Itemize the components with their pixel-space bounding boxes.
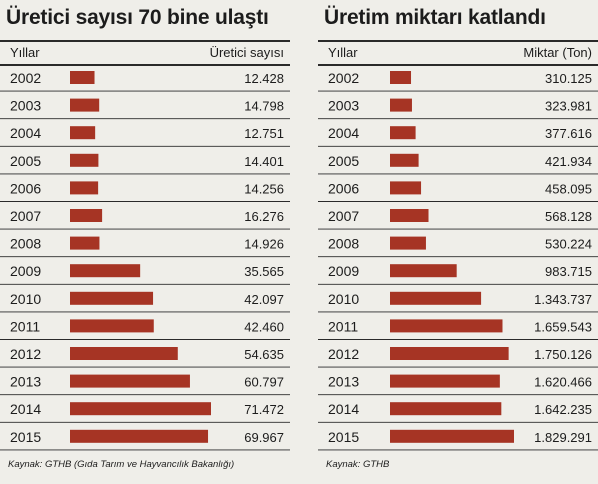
value-label: 1.343.737 — [534, 292, 592, 307]
bar-2015 — [70, 429, 209, 443]
year-label: 2015 — [328, 429, 359, 445]
value-label: 421.934 — [545, 154, 592, 169]
year-label: 2002 — [328, 70, 359, 86]
year-label: 2011 — [10, 318, 40, 334]
year-label: 2005 — [10, 153, 41, 169]
value-label: 1.659.543 — [534, 319, 592, 334]
value-label: 530.224 — [545, 237, 592, 252]
value-label: 568.128 — [545, 209, 592, 224]
year-label: 2015 — [10, 429, 41, 445]
bar-2005 — [390, 153, 419, 167]
year-label: 2013 — [328, 374, 359, 390]
value-label: 14.401 — [244, 154, 284, 169]
year-label: 2008 — [328, 236, 359, 252]
value-label: 14.256 — [244, 181, 284, 196]
value-label: 1.620.466 — [534, 375, 592, 390]
bar-2011 — [390, 319, 503, 333]
bar-2008 — [70, 236, 100, 250]
value-label: 35.565 — [244, 264, 284, 279]
year-label: 2003 — [328, 98, 359, 114]
bar-2013 — [70, 374, 190, 388]
value-label: 42.097 — [244, 292, 284, 307]
chart-title: Üretim miktarı katlandı — [324, 6, 546, 29]
year-label: 2013 — [10, 374, 41, 390]
year-label: 2008 — [10, 236, 41, 252]
header-amount-tons: Miktar (Ton) — [523, 45, 592, 60]
value-label: 12.751 — [244, 126, 284, 141]
bar-2010 — [70, 291, 154, 305]
source-note: Kaynak: GTHB (Gıda Tarım ve Hayvancılık … — [8, 459, 235, 470]
year-label: 2006 — [10, 180, 41, 196]
year-label: 2005 — [328, 153, 359, 169]
production-amount-panel: Üretim miktarı katlandı Yıllar Miktar (T… — [318, 0, 598, 484]
value-label: 71.472 — [244, 402, 284, 417]
year-label: 2002 — [10, 70, 41, 86]
bar-2015 — [390, 429, 514, 443]
value-label: 16.276 — [244, 209, 284, 224]
value-label: 1.750.126 — [534, 347, 592, 362]
year-label: 2009 — [328, 263, 359, 279]
value-label: 458.095 — [545, 181, 592, 196]
table-header: Yıllar Üretici sayısı — [0, 40, 290, 66]
header-years: Yıllar — [10, 45, 40, 60]
year-label: 2010 — [10, 291, 41, 307]
year-label: 2007 — [10, 208, 41, 224]
value-label: 42.460 — [244, 319, 284, 334]
year-label: 2014 — [328, 401, 359, 417]
bar-2014 — [70, 402, 211, 416]
bar-2012 — [390, 347, 509, 360]
bar-2002 — [70, 71, 95, 84]
year-label: 2012 — [10, 346, 41, 362]
value-label: 310.125 — [545, 71, 592, 86]
production-amount-bars: 2002 310.125 2003 323.981 2004 377.616 2005 421… — [318, 70, 598, 451]
year-label: 2004 — [328, 125, 359, 141]
year-label: 2007 — [328, 208, 359, 224]
value-label: 60.797 — [244, 375, 284, 390]
bar-2014 — [390, 402, 502, 416]
value-label: 14.926 — [244, 237, 284, 252]
bar-2007 — [390, 209, 429, 222]
year-label: 2009 — [10, 263, 41, 279]
value-label: 14.798 — [244, 99, 284, 114]
value-label: 377.616 — [545, 126, 592, 141]
year-label: 2010 — [328, 291, 359, 307]
value-label: 1.829.291 — [534, 430, 592, 445]
bar-2005 — [70, 153, 99, 167]
bar-2013 — [390, 374, 500, 388]
bar-2004 — [390, 126, 416, 140]
bar-2007 — [70, 209, 103, 222]
value-label: 69.967 — [244, 430, 284, 445]
value-label: 12.428 — [244, 71, 284, 86]
year-label: 2012 — [328, 346, 359, 362]
value-label: 1.642.235 — [534, 402, 592, 417]
value-label: 983.715 — [545, 264, 592, 279]
bar-2009 — [70, 264, 141, 278]
bar-2012 — [70, 347, 178, 360]
bar-2006 — [70, 181, 99, 195]
bar-2004 — [70, 126, 96, 140]
bar-2002 — [390, 71, 412, 84]
bar-2008 — [390, 236, 426, 250]
chart-title: Üretici sayısı 70 bine ulaştı — [6, 6, 269, 29]
year-label: 2003 — [10, 98, 41, 114]
producer-count-panel: Üretici sayısı 70 bine ulaştı Yıllar Üre… — [0, 0, 290, 484]
bar-2011 — [70, 319, 154, 333]
year-label: 2014 — [10, 401, 41, 417]
producer-count-bars: 2002 12.428 2003 14.798 2004 12.751 2005 14.401… — [0, 70, 290, 451]
bar-2010 — [390, 291, 482, 305]
year-label: 2006 — [328, 180, 359, 196]
bar-2003 — [390, 98, 412, 112]
value-label: 54.635 — [244, 347, 284, 362]
bar-2006 — [390, 181, 422, 195]
bar-2009 — [390, 264, 457, 278]
value-label: 323.981 — [545, 99, 592, 114]
header-producer-count: Üretici sayısı — [209, 45, 284, 60]
source-note: Kaynak: GTHB — [326, 459, 390, 470]
year-label: 2011 — [328, 318, 358, 334]
table-header: Yıllar Miktar (Ton) — [318, 40, 598, 66]
bar-2003 — [70, 98, 100, 112]
year-label: 2004 — [10, 125, 41, 141]
header-years: Yıllar — [328, 45, 358, 60]
